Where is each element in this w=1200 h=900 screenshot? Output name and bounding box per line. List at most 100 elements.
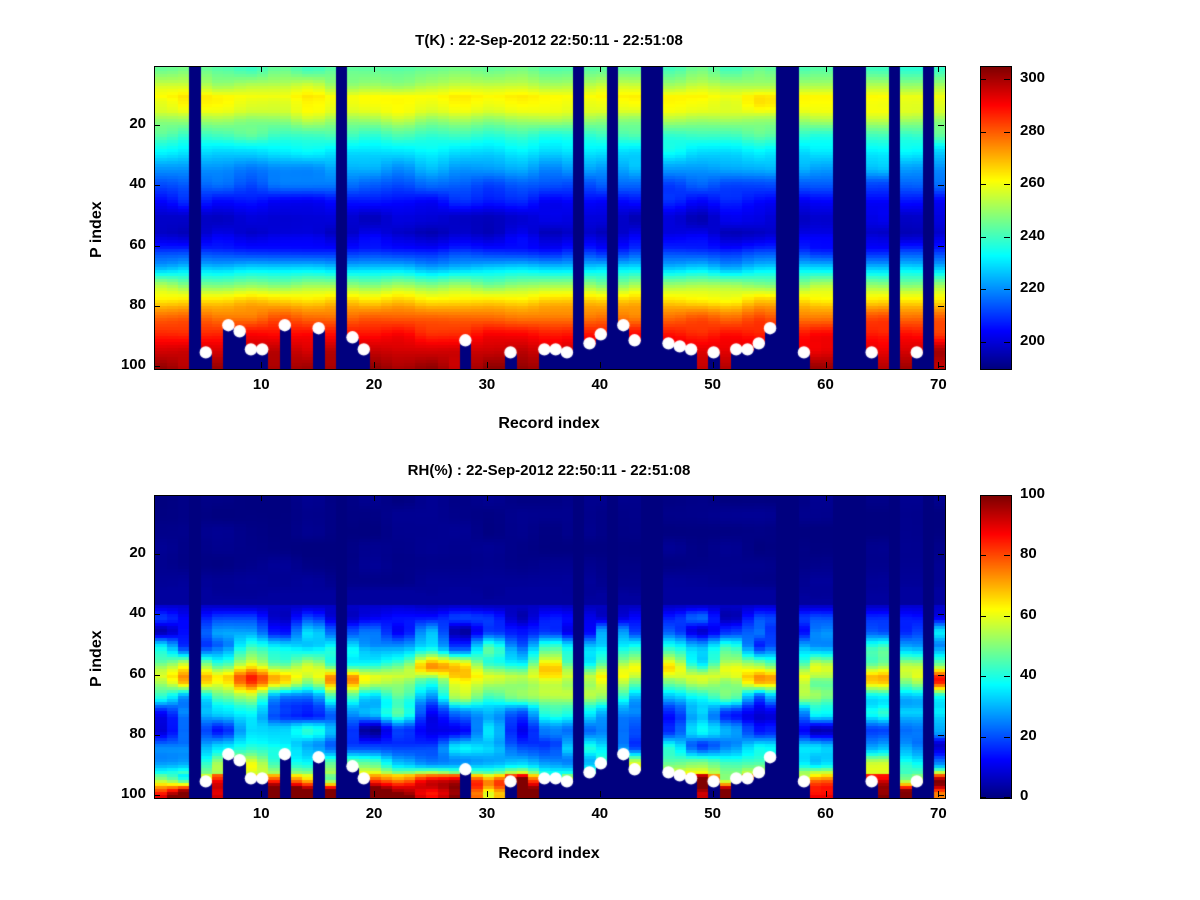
x-tick-mark [599,791,601,797]
x-tick-label: 60 [817,805,834,822]
colorbar-tick-mark-right [1004,184,1010,186]
x-tick-label: 10 [252,376,270,393]
x-tick-mark [374,362,376,368]
heatmap-temperature [154,66,946,370]
colorbar-tick-mark-right [1004,495,1010,496]
x-tick-mark-top [486,66,488,72]
y-tick-mark [154,245,160,247]
y-tick-label: 40 [129,175,146,193]
x-tick-mark-top [374,495,376,501]
x-tick-mark [599,362,601,368]
colorbar-tick-mark [980,615,986,617]
x-tick-mark-top [599,66,601,72]
heatmap-temperature-canvas [155,67,945,369]
y-tick-mark [154,306,160,308]
colorbar-tick-mark [980,341,986,343]
colorbar-tick-mark [980,797,986,798]
colorbar-tick-label: 200 [1020,331,1046,349]
x-axis-label-humidity: Record index [498,845,600,862]
x-tick-label: 30 [478,376,496,393]
colorbar-tick-mark-right [1004,736,1010,738]
x-tick-mark-top [261,66,263,72]
y-tick-mark-right [938,124,944,126]
colorbar-tick-label: 80 [1020,545,1037,563]
x-tick-mark-top [712,66,714,72]
y-tick-mark-right [938,795,944,797]
x-tick-label: 70 [930,376,947,393]
colorbar-tick-mark-right [1004,341,1010,343]
colorbar-tick-mark [980,736,986,738]
x-tick-label: 40 [591,376,609,393]
y-tick-mark [154,674,160,676]
x-tick-mark [712,362,714,368]
colorbar-tick-label: 20 [1020,726,1037,744]
x-tick-label: 70 [930,805,947,822]
colorbar-temperature [980,66,1012,370]
x-axis-label-temperature: Record index [498,415,600,432]
y-axis-label-temperature: P index [88,201,105,258]
y-tick-label: 60 [129,664,146,682]
colorbar-tick-label: 260 [1020,174,1046,192]
panel-title-temperature: T(K) : 22-Sep-2012 22:50:11 - 22:51:08 [415,32,683,49]
y-tick-mark-right [938,674,944,676]
colorbar-tick-mark [980,184,986,186]
x-tick-mark [261,362,263,368]
x-tick-mark-top [374,66,376,72]
x-tick-mark [938,362,940,368]
y-tick-mark-right [938,614,944,616]
colorbar-humidity [980,495,1012,799]
colorbar-tick-mark-right [1004,615,1010,617]
y-tick-label: 80 [129,725,146,743]
y-tick-label: 100 [120,356,146,374]
x-tick-label: 10 [252,805,270,822]
colorbar-tick-mark [980,236,986,238]
y-axis-label-humidity: P index [88,630,105,687]
colorbar-tick-label: 40 [1020,666,1037,684]
colorbar-tick-mark [980,676,986,678]
colorbar-tick-label: 100 [1020,485,1046,502]
y-tick-mark [154,185,160,187]
y-tick-mark [154,795,160,797]
y-tick-label: 20 [129,114,146,132]
x-tick-label: 20 [365,805,383,822]
x-tick-mark-top [938,66,940,72]
x-tick-label: 40 [591,805,609,822]
colorbar-tick-mark-right [1004,236,1010,238]
y-tick-mark-right [938,735,944,737]
colorbar-tick-mark-right [1004,289,1010,291]
x-tick-mark [825,362,827,368]
colorbar-tick-label: 280 [1020,121,1046,139]
x-tick-mark [261,791,263,797]
y-tick-mark [154,735,160,737]
y-tick-mark [154,366,160,368]
colorbar-tick-label: 240 [1020,226,1046,244]
heatmap-humidity-canvas [155,496,945,798]
y-tick-label: 80 [129,296,146,314]
colorbar-tick-mark-right [1004,676,1010,678]
colorbar-temperature-canvas [981,67,1011,369]
colorbar-tick-mark [980,131,986,133]
colorbar-humidity-canvas [981,496,1011,798]
panel-title-humidity: RH(%) : 22-Sep-2012 22:50:11 - 22:51:08 [407,462,691,479]
colorbar-tick-mark [980,495,986,496]
x-tick-mark [486,362,488,368]
colorbar-tick-label: 60 [1020,605,1037,623]
colorbar-tick-mark-right [1004,555,1010,557]
x-tick-mark [374,791,376,797]
x-tick-mark [938,791,940,797]
x-tick-mark-top [825,66,827,72]
y-tick-mark-right [938,553,944,555]
x-tick-mark [712,791,714,797]
colorbar-tick-mark [980,79,986,81]
colorbar-tick-mark-right [1004,131,1010,133]
y-tick-mark [154,614,160,616]
colorbar-tick-mark-right [1004,79,1010,81]
x-tick-label: 20 [365,376,383,393]
y-tick-mark-right [938,245,944,247]
colorbar-tick-mark [980,555,986,557]
y-tick-label: 40 [129,604,146,622]
x-tick-mark-top [599,495,601,501]
x-tick-label: 60 [817,376,834,393]
x-tick-mark-top [825,495,827,501]
y-tick-label: 100 [120,785,146,803]
